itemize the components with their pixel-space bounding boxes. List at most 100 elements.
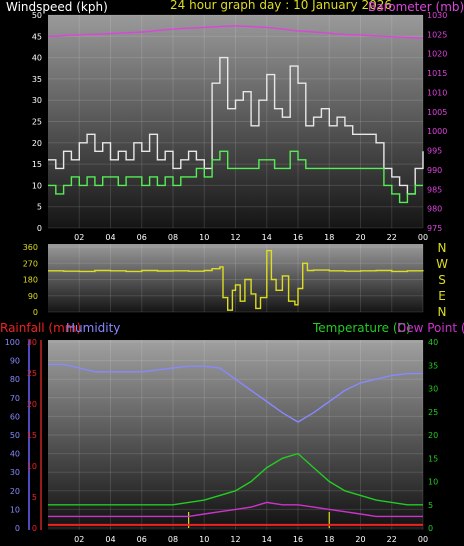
humidity-tick-label: 100	[5, 338, 20, 347]
temperature-tick-label: 15	[428, 454, 438, 463]
compass-label: N	[438, 241, 447, 255]
humidity-tick-label: 20	[10, 487, 20, 496]
humidity-tick-label: 30	[10, 468, 20, 477]
climate-x-tick-label: 06	[137, 535, 147, 544]
humidity-tick-label: 80	[10, 375, 20, 384]
barometer-tick-label: 1000	[427, 127, 447, 136]
wind-average-line	[48, 150, 423, 204]
barometer-tick-label: 1025	[427, 30, 447, 39]
humidity-tick-label: 50	[10, 431, 20, 440]
temperature-axis-title: Temperature (C)	[312, 321, 411, 335]
rainfall-tick-label: 20	[27, 400, 37, 409]
barometer-tick-label: 990	[427, 166, 442, 175]
rainfall-tick-label: 30	[27, 338, 37, 347]
windspeed-tick-label: 45	[32, 32, 42, 41]
wind-x-tick-label: 00	[418, 233, 428, 242]
windspeed-axis-title: Windspeed (kph)	[6, 0, 108, 14]
barometer-tick-label: 1030	[427, 11, 447, 20]
compass-label: S	[438, 273, 446, 287]
wind-x-tick-label: 22	[387, 233, 397, 242]
wind-x-tick-label: 18	[324, 233, 334, 242]
windspeed-tick-label: 5	[37, 203, 42, 212]
wind-x-tick-label: 14	[262, 233, 272, 242]
temperature-tick-label: 40	[428, 338, 438, 347]
humidity-tick-label: 60	[10, 412, 20, 421]
windspeed-tick-label: 10	[32, 181, 42, 190]
dew-point-axis-title: Dew Point (C)	[397, 321, 464, 335]
climate-x-tick-label: 12	[230, 535, 240, 544]
windspeed-tick-label: 15	[32, 160, 42, 169]
humidity-tick-label: 40	[10, 450, 20, 459]
humidity-tick-label: 90	[10, 357, 20, 366]
humidity-tick-label: 10	[10, 505, 20, 514]
wind-x-tick-label: 02	[74, 233, 84, 242]
wind-x-tick-label: 10	[199, 233, 209, 242]
humidity-axis-title: Humidity	[66, 321, 120, 335]
rainfall-tick-labels: 0 5 10 15 20 25 30	[27, 338, 37, 533]
direction-tick-label: 180	[23, 276, 38, 285]
rainfall-axis-title: Rainfall (mm)	[0, 321, 81, 335]
wind-x-tick-label: 06	[137, 233, 147, 242]
climate-x-tick-label: 18	[324, 535, 334, 544]
barometer-axis-title: Barometer (mb)	[368, 0, 464, 14]
windspeed-tick-label: 50	[32, 11, 42, 20]
direction-tick-label: 360	[23, 243, 38, 252]
climate-x-tick-label: 00	[418, 535, 428, 544]
graph-day-title: 24 hour graph day : 10 January 2026	[170, 0, 392, 12]
climate-series	[48, 363, 423, 528]
barometer-tick-label: 1020	[427, 50, 447, 59]
barometer-tick-label: 985	[427, 185, 442, 194]
barometer-tick-label: 995	[427, 147, 442, 156]
direction-tick-label: 0	[33, 308, 38, 317]
windspeed-tick-label: 30	[32, 96, 42, 105]
climate-x-tick-label: 08	[168, 535, 178, 544]
climate-x-tick-labels: 02 04 06 08 10 12 14 16 18 20 22 00	[74, 535, 428, 544]
windspeed-tick-label: 0	[37, 224, 42, 233]
windspeed-tick-label: 40	[32, 54, 42, 63]
climate-x-tick-label: 02	[74, 535, 84, 544]
climate-x-tick-label: 10	[199, 535, 209, 544]
climate-x-tick-label: 16	[293, 535, 303, 544]
wind-x-tick-label: 08	[168, 233, 178, 242]
wind-plot-area	[48, 15, 423, 228]
dew-point-line	[48, 501, 423, 518]
wind-x-tick-labels: 02 04 06 08 10 12 14 16 18 20 22 00	[74, 233, 428, 242]
wind-gridlines	[48, 14, 424, 229]
windspeed-tick-label: 35	[32, 75, 42, 84]
humidity-tick-label: 0	[15, 524, 20, 533]
humidity-tick-label: 70	[10, 394, 20, 403]
barometer-tick-labels: 975 980 985 990 995 1000 1005 1010 1015 1020 1025 1…	[427, 11, 447, 233]
wind-x-tick-label: 04	[105, 233, 115, 242]
barometer-tick-label: 975	[427, 224, 442, 233]
barometer-tick-label: 1010	[427, 88, 447, 97]
windspeed-tick-labels: 0 5 10 15 20 25 30 35 40 45 50	[32, 11, 42, 233]
rainfall-tick-label: 25	[27, 369, 37, 378]
windspeed-tick-label: 25	[32, 118, 42, 127]
direction-series	[48, 249, 424, 311]
temperature-tick-label: 30	[428, 385, 438, 394]
climate-x-tick-label: 20	[355, 535, 365, 544]
climate-x-tick-label: 14	[262, 535, 272, 544]
compass-label: E	[438, 289, 446, 303]
rainfall-tick-label: 5	[32, 493, 37, 502]
wind-x-tick-label: 16	[293, 233, 303, 242]
direction-tick-label: 90	[28, 292, 38, 301]
temperature-tick-label: 5	[428, 501, 433, 510]
compass-label: W	[436, 257, 448, 271]
barometer-tick-label: 1005	[427, 108, 447, 117]
temperature-tick-label: 0	[428, 524, 433, 533]
wind-direction-line	[48, 249, 424, 311]
wind-x-tick-label: 20	[355, 233, 365, 242]
rainfall-tick-label: 0	[32, 524, 37, 533]
wind-series	[48, 25, 424, 204]
barometer-tick-label: 980	[427, 205, 442, 214]
windspeed-tick-label: 20	[32, 139, 42, 148]
climate-x-tick-label: 22	[387, 535, 397, 544]
rainfall-tick-label: 10	[27, 462, 37, 471]
temperature-tick-label: 35	[428, 361, 438, 370]
temperature-tick-label: 10	[428, 478, 438, 487]
compass-label: N	[438, 305, 447, 319]
temperature-line	[48, 452, 423, 506]
